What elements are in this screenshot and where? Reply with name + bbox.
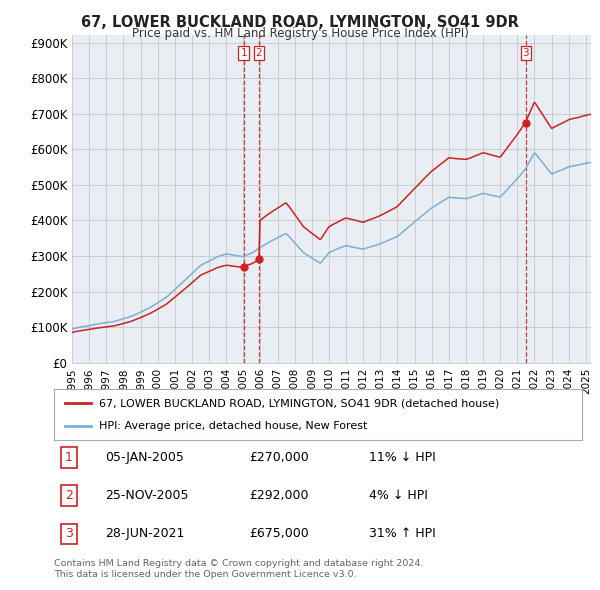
Text: Price paid vs. HM Land Registry's House Price Index (HPI): Price paid vs. HM Land Registry's House … <box>131 27 469 40</box>
Text: 2: 2 <box>65 489 73 502</box>
Text: £270,000: £270,000 <box>249 451 309 464</box>
Text: 05-JAN-2005: 05-JAN-2005 <box>105 451 184 464</box>
Text: 67, LOWER BUCKLAND ROAD, LYMINGTON, SO41 9DR: 67, LOWER BUCKLAND ROAD, LYMINGTON, SO41… <box>81 15 519 30</box>
Text: 25-NOV-2005: 25-NOV-2005 <box>105 489 188 502</box>
Text: 4% ↓ HPI: 4% ↓ HPI <box>369 489 428 502</box>
Text: 1: 1 <box>241 48 247 58</box>
Text: This data is licensed under the Open Government Licence v3.0.: This data is licensed under the Open Gov… <box>54 571 356 579</box>
Text: 28-JUN-2021: 28-JUN-2021 <box>105 527 184 540</box>
Text: 2: 2 <box>256 48 262 58</box>
Text: 67, LOWER BUCKLAND ROAD, LYMINGTON, SO41 9DR (detached house): 67, LOWER BUCKLAND ROAD, LYMINGTON, SO41… <box>99 398 499 408</box>
Text: £292,000: £292,000 <box>249 489 308 502</box>
Text: HPI: Average price, detached house, New Forest: HPI: Average price, detached house, New … <box>99 421 367 431</box>
Text: 11% ↓ HPI: 11% ↓ HPI <box>369 451 436 464</box>
Text: 3: 3 <box>65 527 73 540</box>
Text: Contains HM Land Registry data © Crown copyright and database right 2024.: Contains HM Land Registry data © Crown c… <box>54 559 424 568</box>
Text: 3: 3 <box>523 48 529 58</box>
Text: 1: 1 <box>65 451 73 464</box>
Text: £675,000: £675,000 <box>249 527 309 540</box>
Text: 31% ↑ HPI: 31% ↑ HPI <box>369 527 436 540</box>
